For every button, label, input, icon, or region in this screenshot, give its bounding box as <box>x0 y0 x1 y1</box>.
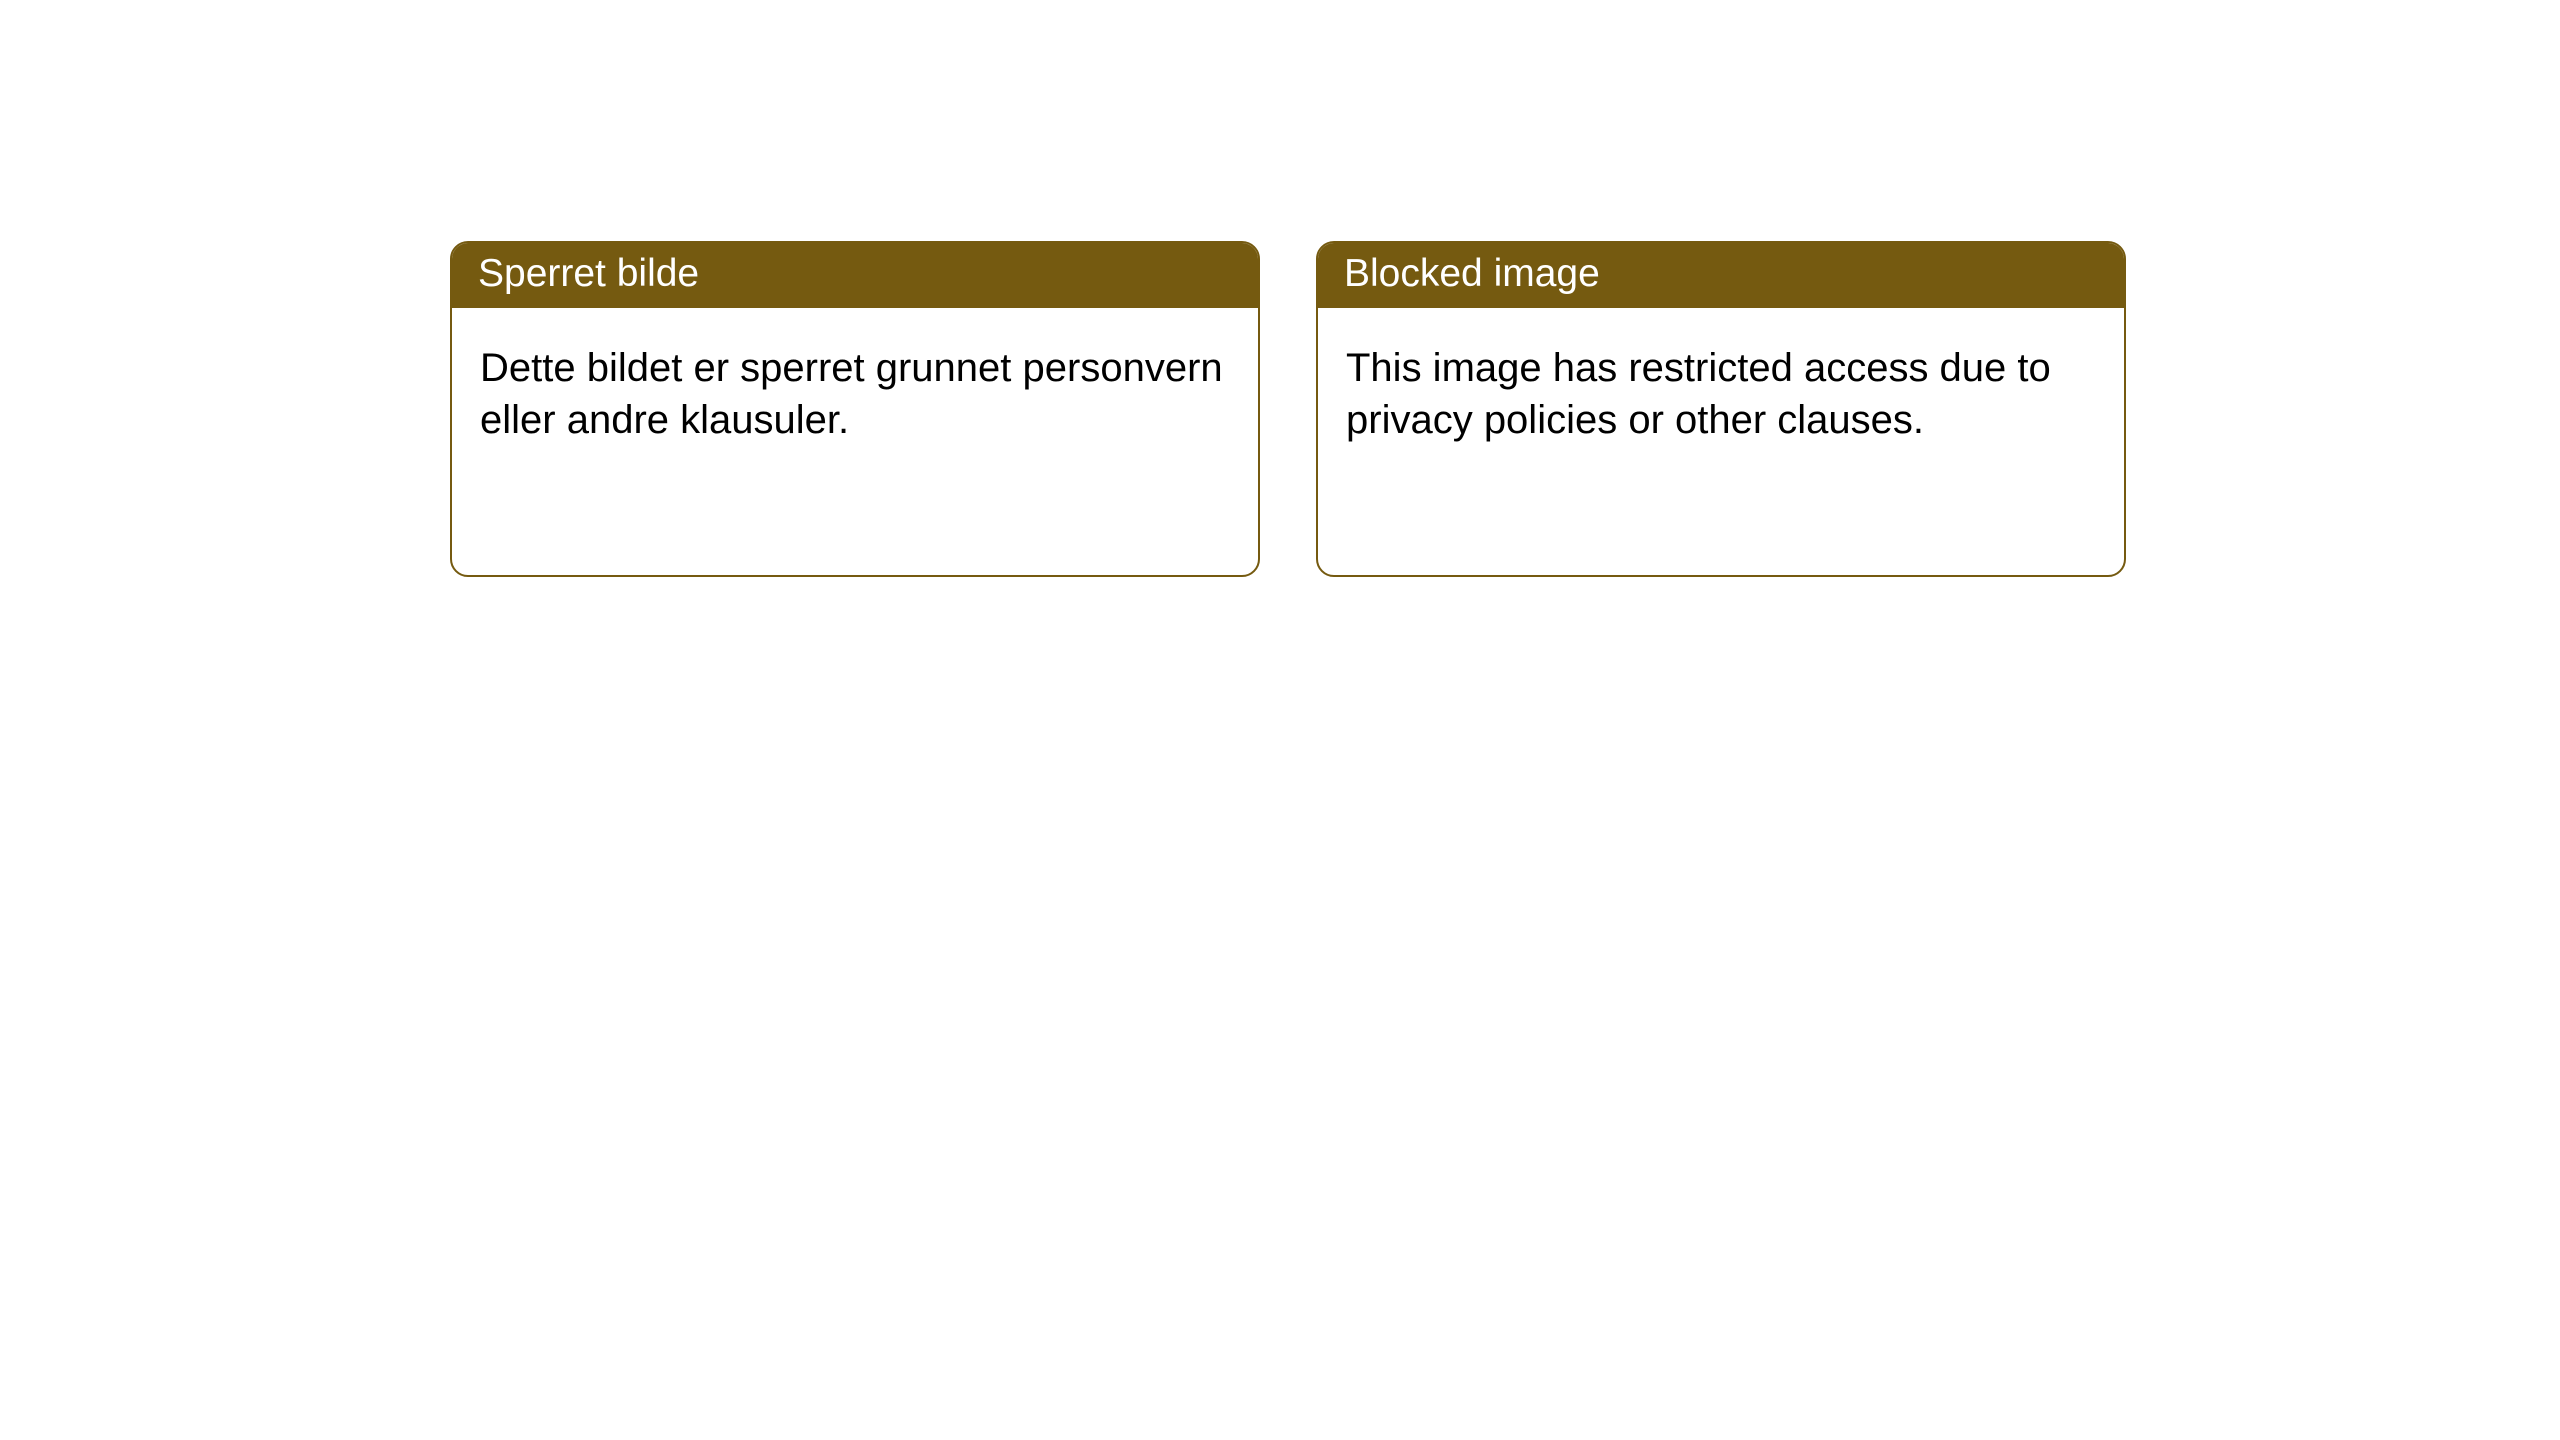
notice-body-english: This image has restricted access due to … <box>1318 308 2124 474</box>
notice-card-norwegian: Sperret bilde Dette bildet er sperret gr… <box>450 241 1260 577</box>
notice-card-english: Blocked image This image has restricted … <box>1316 241 2126 577</box>
notice-cards-container: Sperret bilde Dette bildet er sperret gr… <box>450 241 2126 577</box>
notice-header-english: Blocked image <box>1318 243 2124 308</box>
notice-body-norwegian: Dette bildet er sperret grunnet personve… <box>452 308 1258 474</box>
notice-header-norwegian: Sperret bilde <box>452 243 1258 308</box>
